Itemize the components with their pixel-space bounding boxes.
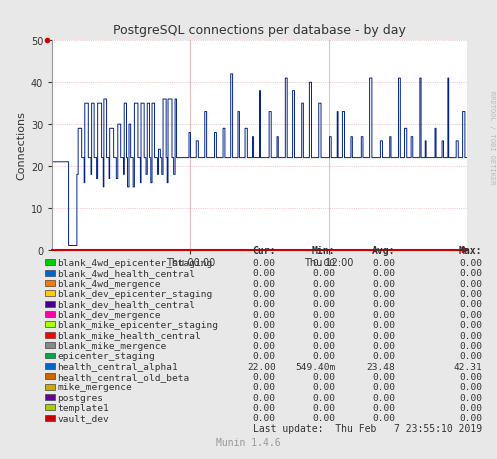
Text: vault_dev: vault_dev bbox=[57, 414, 109, 422]
Text: mike_mergence: mike_mergence bbox=[57, 382, 132, 392]
Text: 0.00: 0.00 bbox=[459, 352, 482, 360]
Text: 0.00: 0.00 bbox=[253, 403, 276, 412]
Text: 0.00: 0.00 bbox=[372, 414, 395, 422]
Text: 0.00: 0.00 bbox=[313, 320, 335, 330]
Text: 0.00: 0.00 bbox=[459, 290, 482, 298]
Text: 22.00: 22.00 bbox=[247, 362, 276, 371]
Text: 0.00: 0.00 bbox=[253, 300, 276, 309]
Text: 0.00: 0.00 bbox=[459, 279, 482, 288]
Text: 0.00: 0.00 bbox=[459, 341, 482, 350]
Text: 0.00: 0.00 bbox=[372, 341, 395, 350]
Text: RRDTOOL / TOBI OETIKER: RRDTOOL / TOBI OETIKER bbox=[489, 91, 495, 185]
Text: 0.00: 0.00 bbox=[459, 310, 482, 319]
Text: 0.00: 0.00 bbox=[459, 372, 482, 381]
Text: 0.00: 0.00 bbox=[253, 393, 276, 402]
Text: 0.00: 0.00 bbox=[253, 352, 276, 360]
Text: 0.00: 0.00 bbox=[253, 279, 276, 288]
Text: 0.00: 0.00 bbox=[459, 258, 482, 268]
Text: 0.00: 0.00 bbox=[253, 320, 276, 330]
Text: Min:: Min: bbox=[312, 246, 335, 255]
Text: 0.00: 0.00 bbox=[372, 393, 395, 402]
Text: 0.00: 0.00 bbox=[372, 352, 395, 360]
Text: 0.00: 0.00 bbox=[372, 372, 395, 381]
Text: blank_dev_epicenter_staging: blank_dev_epicenter_staging bbox=[57, 290, 212, 298]
Text: template1: template1 bbox=[57, 403, 109, 412]
Text: 0.00: 0.00 bbox=[372, 258, 395, 268]
Text: 23.48: 23.48 bbox=[366, 362, 395, 371]
Text: health_central_alpha1: health_central_alpha1 bbox=[57, 362, 178, 371]
Text: 0.00: 0.00 bbox=[313, 269, 335, 278]
Text: 42.31: 42.31 bbox=[453, 362, 482, 371]
Text: Cur:: Cur: bbox=[252, 246, 276, 255]
Text: blank_4wd_mergence: blank_4wd_mergence bbox=[57, 279, 161, 288]
Text: 0.00: 0.00 bbox=[372, 310, 395, 319]
Text: 0.00: 0.00 bbox=[313, 414, 335, 422]
Text: 0.00: 0.00 bbox=[313, 310, 335, 319]
Text: blank_dev_health_central: blank_dev_health_central bbox=[57, 300, 195, 309]
Text: 0.00: 0.00 bbox=[313, 372, 335, 381]
Text: 0.00: 0.00 bbox=[459, 414, 482, 422]
Text: 0.00: 0.00 bbox=[459, 393, 482, 402]
Text: 0.00: 0.00 bbox=[253, 382, 276, 392]
Text: 0.00: 0.00 bbox=[313, 258, 335, 268]
Text: 0.00: 0.00 bbox=[313, 393, 335, 402]
Text: epicenter_staging: epicenter_staging bbox=[57, 352, 155, 360]
Text: 0.00: 0.00 bbox=[372, 382, 395, 392]
Text: Last update:  Thu Feb   7 23:55:10 2019: Last update: Thu Feb 7 23:55:10 2019 bbox=[253, 423, 482, 433]
Text: 0.00: 0.00 bbox=[459, 382, 482, 392]
Text: 0.00: 0.00 bbox=[313, 331, 335, 340]
Text: 0.00: 0.00 bbox=[313, 279, 335, 288]
Text: 0.00: 0.00 bbox=[372, 403, 395, 412]
Text: 0.00: 0.00 bbox=[459, 300, 482, 309]
Text: 549.40m: 549.40m bbox=[295, 362, 335, 371]
Text: 0.00: 0.00 bbox=[459, 403, 482, 412]
Text: Munin 1.4.6: Munin 1.4.6 bbox=[216, 437, 281, 447]
Text: 0.00: 0.00 bbox=[459, 269, 482, 278]
Text: 0.00: 0.00 bbox=[253, 331, 276, 340]
Text: blank_mike_health_central: blank_mike_health_central bbox=[57, 331, 201, 340]
Text: 0.00: 0.00 bbox=[459, 331, 482, 340]
Text: Avg:: Avg: bbox=[372, 246, 395, 255]
Text: 0.00: 0.00 bbox=[372, 279, 395, 288]
Text: 0.00: 0.00 bbox=[372, 300, 395, 309]
Text: 0.00: 0.00 bbox=[313, 300, 335, 309]
Text: 0.00: 0.00 bbox=[313, 403, 335, 412]
Text: 0.00: 0.00 bbox=[253, 258, 276, 268]
Text: 0.00: 0.00 bbox=[313, 341, 335, 350]
Text: 0.00: 0.00 bbox=[372, 269, 395, 278]
Text: blank_4wd_health_central: blank_4wd_health_central bbox=[57, 269, 195, 278]
Text: Max:: Max: bbox=[459, 246, 482, 255]
Text: health_central_old_beta: health_central_old_beta bbox=[57, 372, 189, 381]
Text: 0.00: 0.00 bbox=[313, 352, 335, 360]
Text: blank_dev_mergence: blank_dev_mergence bbox=[57, 310, 161, 319]
Text: 0.00: 0.00 bbox=[253, 341, 276, 350]
Text: 0.00: 0.00 bbox=[253, 414, 276, 422]
Text: 0.00: 0.00 bbox=[313, 290, 335, 298]
Text: blank_mike_epicenter_staging: blank_mike_epicenter_staging bbox=[57, 320, 218, 330]
Text: 0.00: 0.00 bbox=[372, 320, 395, 330]
Text: 0.00: 0.00 bbox=[459, 320, 482, 330]
Text: 0.00: 0.00 bbox=[253, 310, 276, 319]
Text: 0.00: 0.00 bbox=[313, 382, 335, 392]
Text: 0.00: 0.00 bbox=[253, 372, 276, 381]
Text: 0.00: 0.00 bbox=[372, 290, 395, 298]
Text: 0.00: 0.00 bbox=[253, 290, 276, 298]
Text: 0.00: 0.00 bbox=[372, 331, 395, 340]
Text: blank_4wd_epicenter_staging: blank_4wd_epicenter_staging bbox=[57, 258, 212, 268]
Title: PostgreSQL connections per database - by day: PostgreSQL connections per database - by… bbox=[113, 24, 406, 37]
Text: 0.00: 0.00 bbox=[253, 269, 276, 278]
Y-axis label: Connections: Connections bbox=[16, 112, 27, 180]
Text: postgres: postgres bbox=[57, 393, 103, 402]
Text: blank_mike_mergence: blank_mike_mergence bbox=[57, 341, 166, 350]
